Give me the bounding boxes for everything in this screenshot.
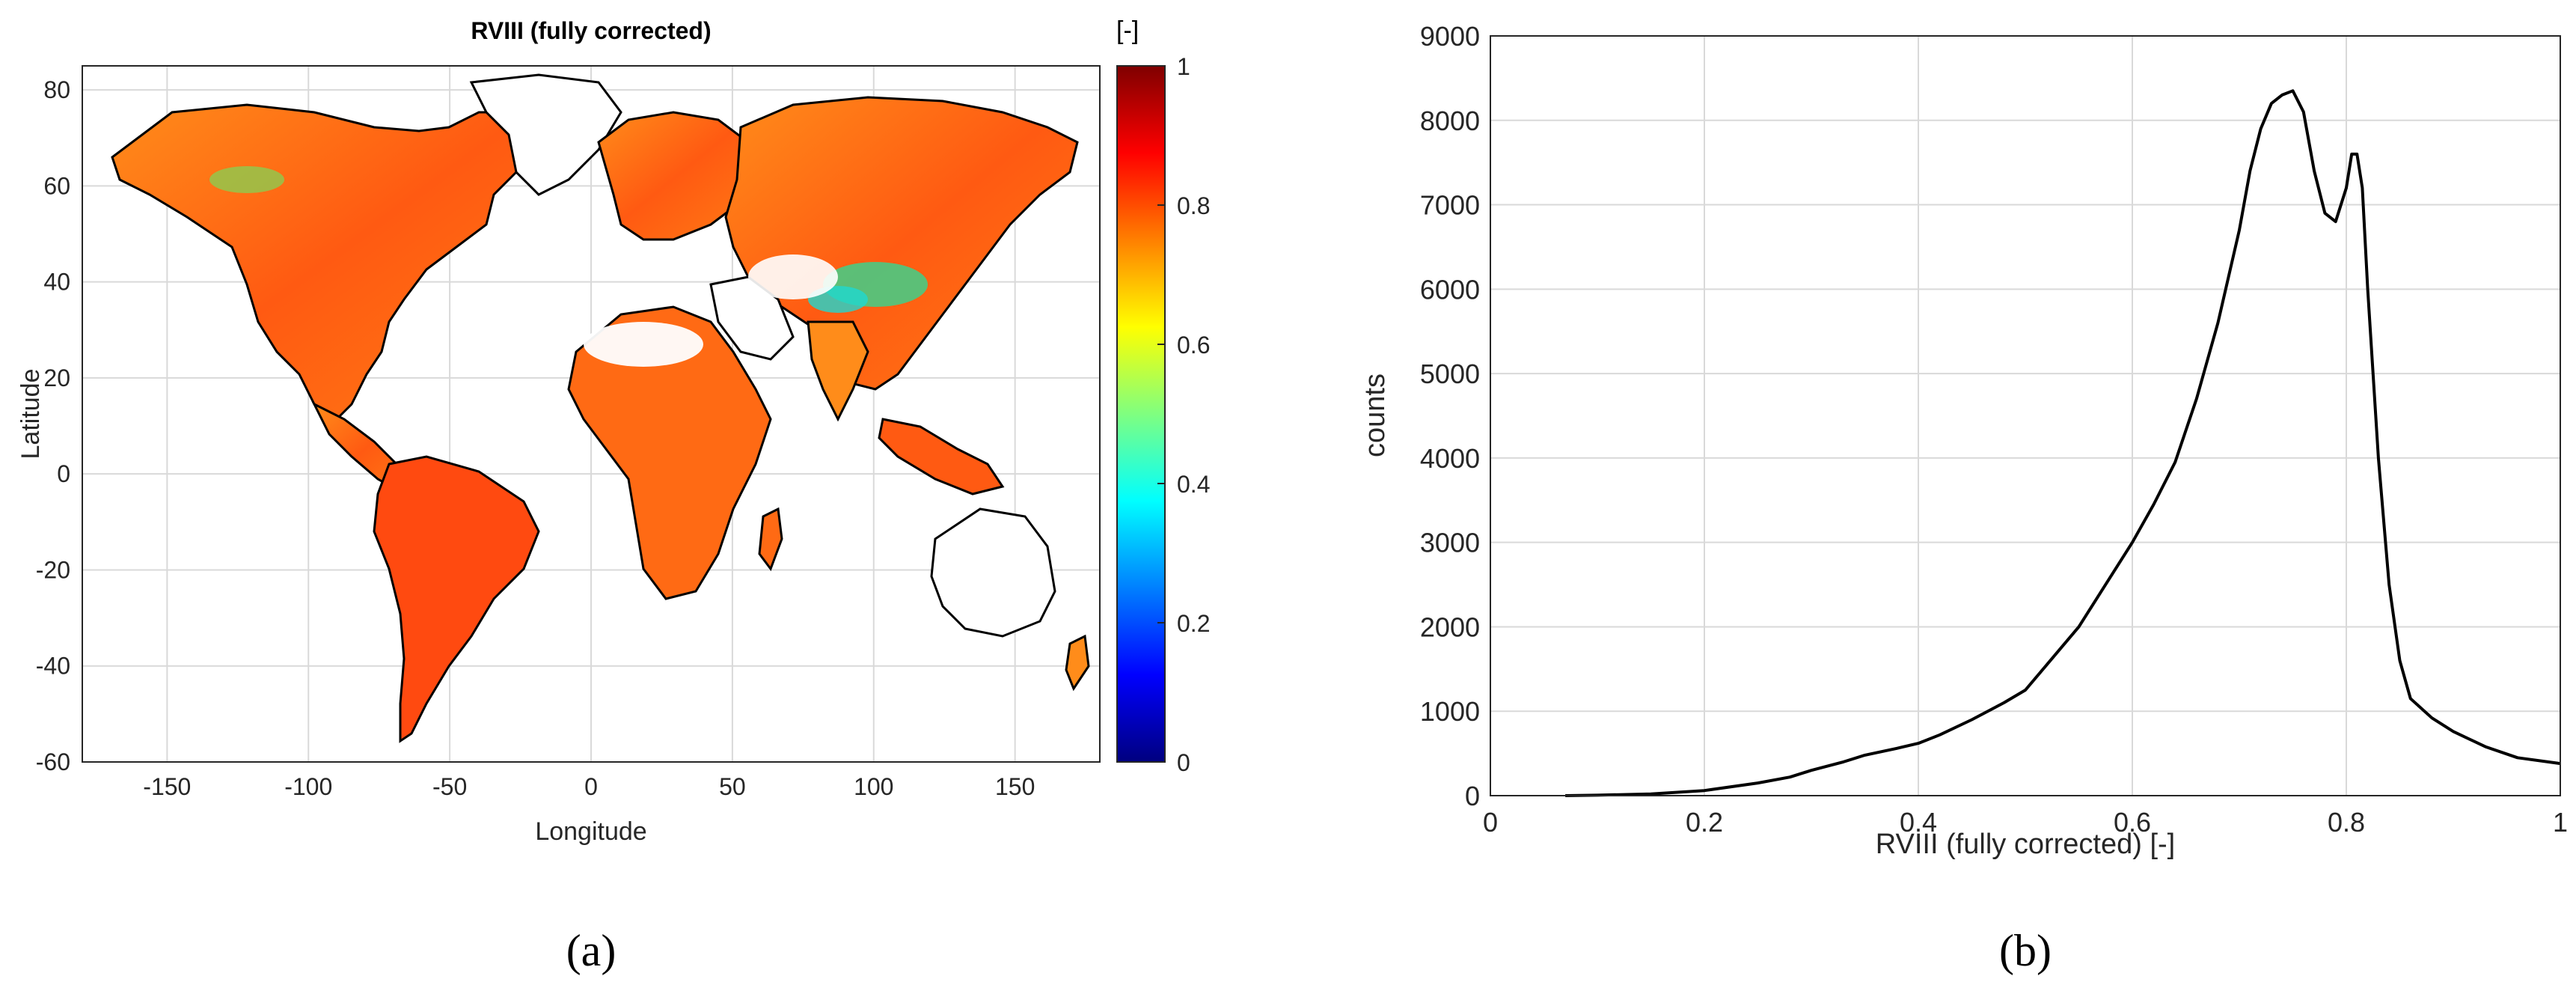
map-x-tick-label: -100	[284, 773, 332, 800]
map-x-tick-label: 50	[719, 773, 746, 800]
map-x-tick-label: 100	[854, 773, 893, 800]
hist-y-tick-label: 5000	[1420, 359, 1480, 389]
map-x-tick-label: -50	[432, 773, 467, 800]
madagascar	[758, 507, 783, 572]
hist-x-tick-label: 0.6	[2114, 807, 2151, 838]
australia	[930, 507, 1056, 638]
southeast-asia	[878, 418, 1005, 496]
hist-axes-frame	[1490, 35, 2561, 796]
map-x-tick-label: 150	[995, 773, 1035, 800]
hist-y-tick-label: 9000	[1420, 21, 1480, 52]
colorbar-tick-label: 0.6	[1177, 332, 1210, 359]
hist-line	[1565, 89, 2561, 797]
colorbar-label: [-]	[1116, 16, 1139, 45]
land-masses	[111, 73, 1090, 743]
map-y-tick-label: -40	[36, 653, 70, 680]
colorbar	[1116, 65, 1166, 763]
south-america	[373, 455, 540, 743]
hist-axes-background	[1490, 36, 2560, 796]
colorbar-tick-label: 0.4	[1177, 471, 1210, 498]
hist-tick-labels: 0 0.2 0.4 0.6 0.8 1 0 1000 2000 3000 4000 5000 6000 7…	[1420, 21, 2568, 838]
hist-xlabel: RVIII (fully corrected) [-]	[1876, 829, 2176, 860]
hist-x-tick-label: 1	[2553, 807, 2568, 838]
map-y-tick-label: 20	[43, 365, 70, 391]
hist-y-tick-label: 3000	[1420, 528, 1480, 558]
india	[807, 320, 869, 422]
greenland	[469, 73, 622, 196]
sahara-white-patch	[584, 322, 703, 367]
map-y-tick-label: 80	[43, 76, 70, 103]
hist-y-tick-label: 2000	[1420, 612, 1480, 642]
map-axes-frame	[82, 65, 1101, 763]
map-ylabel: Latitude	[16, 369, 45, 460]
hist-x-tick-label: 0.8	[2328, 807, 2365, 838]
colorbar-tick-label: 1	[1177, 53, 1190, 80]
hist-y-tick-label: 7000	[1420, 190, 1480, 221]
hist-x-tick-label: 0.4	[1900, 807, 1937, 838]
map-y-tick-label: 40	[43, 269, 70, 296]
hist-x-tick-label: 0	[1483, 807, 1498, 838]
map-x-tick-label: 0	[584, 773, 598, 800]
hist-y-tick-label: 1000	[1420, 696, 1480, 727]
hist-y-tick-label: 8000	[1420, 106, 1480, 136]
hist-y-tick-label: 6000	[1420, 274, 1480, 305]
map-panel: -150 -100 -50 0 50 100 150 -60 -40 -20 0 20 40 60 80 R…	[16, 16, 1210, 975]
panel-label-a: (a)	[566, 926, 617, 975]
hist-y-tick-label: 4000	[1420, 443, 1480, 474]
colorbar-tick-label: 0	[1177, 749, 1190, 776]
map-x-tick-label: -150	[143, 773, 191, 800]
colorbar-tick-label: 0.8	[1177, 192, 1210, 219]
panel-label-b: (b)	[1999, 926, 2052, 975]
colorbar-tick-label: 0.2	[1177, 610, 1210, 637]
hist-x-tick-label: 0.2	[1686, 807, 1723, 838]
map-title: RVIII (fully corrected)	[471, 17, 711, 44]
colorbar-tick-labels: 0 0.2 0.4 0.6 0.8 1	[1157, 53, 1210, 776]
map-y-tick-label: -60	[36, 748, 70, 775]
map-xlabel: Longitude	[535, 817, 646, 846]
africa	[567, 305, 772, 600]
map-y-tick-label: 60	[43, 172, 70, 199]
map-y-tick-label: -20	[36, 556, 70, 583]
map-y-tick-label: 0	[57, 460, 70, 487]
new-zealand	[1065, 634, 1090, 692]
histogram-panel: 0 0.2 0.4 0.6 0.8 1 0 1000 2000 3000 4000 5000 6000 7…	[1359, 21, 2568, 975]
map-tick-labels: -150 -100 -50 0 50 100 150 -60 -40 -20 0 20 40 60 80	[36, 76, 1035, 800]
hist-y-tick-label: 0	[1465, 781, 1480, 811]
tibet-white-patch	[748, 254, 838, 299]
northamerica-green-patch	[209, 166, 284, 193]
hist-ylabel: counts	[1359, 373, 1391, 457]
